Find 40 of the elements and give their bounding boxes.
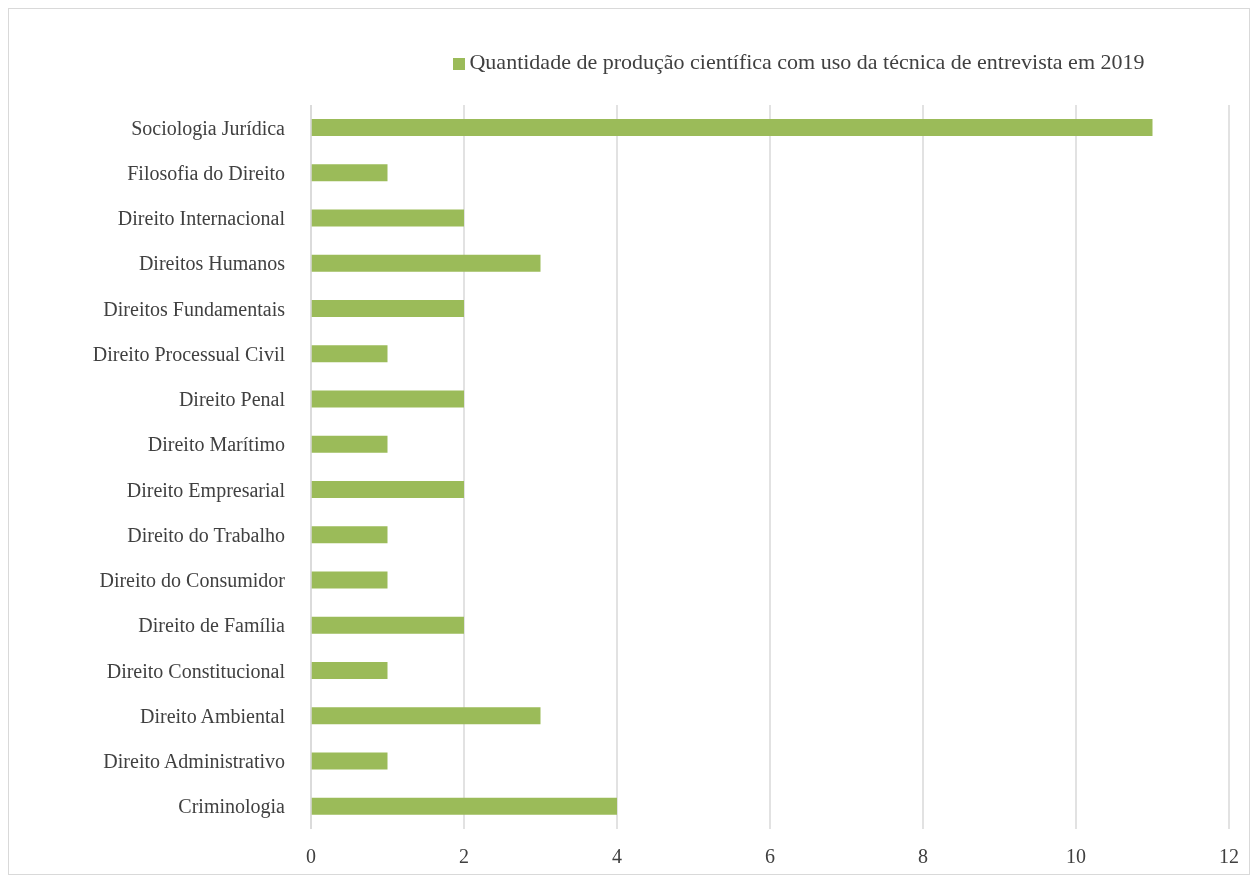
y-tick-label: Direito Internacional xyxy=(117,207,286,230)
y-tick-label: Criminologia xyxy=(178,795,286,819)
bar xyxy=(311,435,388,453)
y-tick-label: Sociologia Jurídica xyxy=(131,116,286,140)
y-tick-label: Direito do Consumidor xyxy=(99,569,286,592)
bar xyxy=(311,752,388,770)
x-tick-label: 8 xyxy=(918,845,928,868)
bar xyxy=(311,571,388,589)
y-tick-label: Direitos Humanos xyxy=(138,252,286,275)
x-tick-label: 0 xyxy=(306,845,316,868)
y-tick-label: Direito Constitucional xyxy=(106,659,286,682)
y-tick-label: Direitos Fundamentais xyxy=(103,297,286,320)
y-tick-label: Direito do Trabalho xyxy=(127,523,285,546)
bar xyxy=(311,300,464,317)
bar xyxy=(311,526,388,544)
y-tick-label: Direito Empresarial xyxy=(126,478,286,502)
bar xyxy=(311,119,1153,136)
bar xyxy=(311,662,388,679)
bar xyxy=(311,481,464,498)
bar xyxy=(311,254,541,272)
x-tick-label: 12 xyxy=(1219,845,1239,868)
bar xyxy=(311,707,541,725)
bar xyxy=(311,616,464,634)
y-tick-label: Direito Processual Civil xyxy=(92,342,286,365)
bar xyxy=(311,390,464,408)
y-tick-label: Direito Administrativo xyxy=(103,750,285,773)
bar xyxy=(311,209,464,227)
legend-label: Quantidade de produção científica com uso da técnica de entrevista em 2019 xyxy=(469,49,1145,74)
y-tick-label: Filosofia do Direito xyxy=(127,161,285,184)
y-tick-label: Direito Marítimo xyxy=(147,433,285,456)
y-tick-label: Direito Ambiental xyxy=(140,704,286,727)
x-tick-label: 10 xyxy=(1066,845,1086,868)
x-tick-label: 4 xyxy=(612,845,622,868)
y-tick-label: Direito Penal xyxy=(178,388,286,411)
x-tick-label: 6 xyxy=(765,845,775,868)
x-tick-label: 2 xyxy=(459,845,469,868)
bar xyxy=(311,345,388,363)
y-tick-label: Direito de Família xyxy=(138,614,286,637)
bar xyxy=(311,797,617,815)
bar xyxy=(311,164,388,182)
